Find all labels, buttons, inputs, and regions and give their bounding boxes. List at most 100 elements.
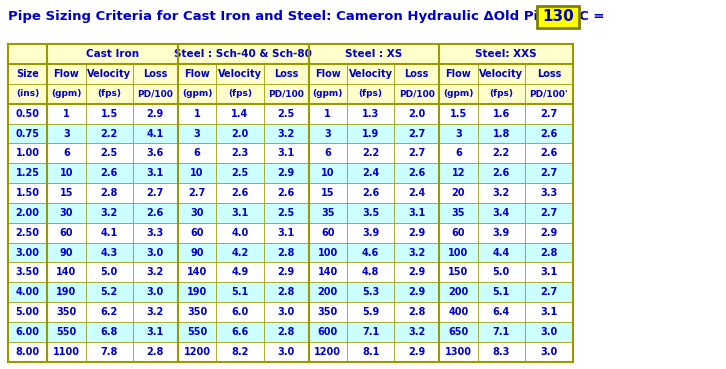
Bar: [264, 124, 309, 144]
Bar: [8, 183, 47, 203]
Text: 2.6: 2.6: [101, 168, 118, 178]
Bar: [47, 282, 86, 302]
Bar: [8, 64, 47, 84]
Text: 6.8: 6.8: [101, 327, 118, 337]
Bar: [347, 84, 394, 104]
Text: 12: 12: [452, 168, 465, 178]
Bar: [525, 144, 573, 163]
Bar: [347, 322, 394, 342]
Text: 1.5: 1.5: [450, 109, 467, 119]
Text: 1300: 1300: [445, 347, 472, 357]
Bar: [478, 302, 525, 322]
Bar: [394, 322, 439, 342]
Text: 3: 3: [455, 128, 462, 138]
Bar: [178, 302, 216, 322]
Text: 3.1: 3.1: [408, 208, 425, 218]
Bar: [47, 322, 86, 342]
Bar: [178, 342, 216, 362]
Bar: [478, 84, 525, 104]
Bar: [439, 302, 478, 322]
Text: (gpm): (gpm): [444, 89, 473, 99]
Text: 600: 600: [318, 327, 338, 337]
Bar: [216, 243, 264, 262]
Text: 1100: 1100: [53, 347, 80, 357]
Bar: [178, 124, 216, 144]
Text: 3.1: 3.1: [147, 168, 164, 178]
Bar: [86, 322, 133, 342]
Text: 35: 35: [452, 208, 465, 218]
Text: 2.7: 2.7: [540, 287, 558, 297]
Text: 1.3: 1.3: [362, 109, 379, 119]
Bar: [264, 262, 309, 282]
Text: 4.6: 4.6: [362, 248, 379, 258]
Text: 2.4: 2.4: [362, 168, 379, 178]
Text: 7.8: 7.8: [101, 347, 118, 357]
Bar: [347, 342, 394, 362]
Text: (fps): (fps): [97, 89, 121, 99]
Text: 1: 1: [63, 109, 70, 119]
Text: 6: 6: [325, 148, 331, 158]
Text: 350: 350: [57, 307, 76, 317]
Text: Loss: Loss: [143, 69, 168, 79]
Text: 6.4: 6.4: [493, 307, 510, 317]
Text: 3.9: 3.9: [362, 228, 379, 238]
Text: 3.2: 3.2: [408, 327, 425, 337]
Bar: [133, 124, 178, 144]
Text: 3.0: 3.0: [540, 347, 558, 357]
Bar: [264, 282, 309, 302]
Bar: [394, 342, 439, 362]
Text: 1.25: 1.25: [15, 168, 40, 178]
Text: 60: 60: [452, 228, 465, 238]
Bar: [347, 203, 394, 223]
Bar: [47, 144, 86, 163]
Text: 3.2: 3.2: [147, 268, 164, 277]
Bar: [133, 302, 178, 322]
Bar: [525, 64, 573, 84]
Bar: [8, 44, 47, 64]
Text: Velocity: Velocity: [348, 69, 393, 79]
Bar: [86, 203, 133, 223]
Bar: [264, 44, 309, 64]
Text: 140: 140: [57, 268, 76, 277]
Bar: [525, 262, 573, 282]
Bar: [439, 44, 573, 64]
Text: 1: 1: [194, 109, 200, 119]
Bar: [216, 163, 264, 183]
Text: 3.6: 3.6: [147, 148, 164, 158]
Text: 3.3: 3.3: [540, 188, 558, 198]
Bar: [86, 104, 133, 124]
Bar: [525, 322, 573, 342]
Bar: [216, 262, 264, 282]
Bar: [478, 322, 525, 342]
Bar: [8, 124, 47, 144]
Bar: [394, 144, 439, 163]
Text: 2.6: 2.6: [147, 208, 164, 218]
Text: 3.3: 3.3: [147, 228, 164, 238]
Bar: [347, 64, 394, 84]
Text: (gpm): (gpm): [182, 89, 212, 99]
Bar: [133, 163, 178, 183]
Text: 1200: 1200: [314, 347, 341, 357]
Bar: [86, 124, 133, 144]
Bar: [439, 282, 478, 302]
Bar: [216, 64, 264, 84]
Text: 2.0: 2.0: [408, 109, 425, 119]
Text: 1: 1: [325, 109, 331, 119]
Text: 90: 90: [60, 248, 73, 258]
Bar: [86, 84, 133, 104]
Bar: [347, 104, 394, 124]
Bar: [178, 84, 216, 104]
Bar: [347, 223, 394, 243]
Text: 650: 650: [449, 327, 468, 337]
Text: 1200: 1200: [184, 347, 211, 357]
Bar: [478, 223, 525, 243]
Bar: [439, 84, 478, 104]
Bar: [264, 64, 309, 84]
Text: 10: 10: [60, 168, 73, 178]
Bar: [8, 302, 47, 322]
Bar: [394, 84, 439, 104]
Text: 4.8: 4.8: [362, 268, 379, 277]
Bar: [478, 183, 525, 203]
Bar: [133, 144, 178, 163]
Text: 35: 35: [321, 208, 335, 218]
